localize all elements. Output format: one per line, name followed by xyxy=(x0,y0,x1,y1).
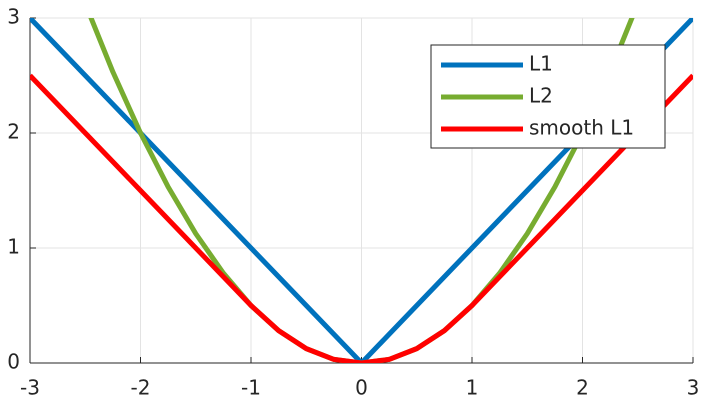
x-tick-label: 3 xyxy=(687,376,700,400)
y-tick-label: 2 xyxy=(7,120,20,144)
legend-label: smooth L1 xyxy=(529,116,634,140)
x-tick-label: 1 xyxy=(466,376,479,400)
y-tick-label: 0 xyxy=(7,350,20,374)
x-tick-label: 2 xyxy=(576,376,589,400)
x-tick-label: -1 xyxy=(241,376,261,400)
y-tick-label: 3 xyxy=(7,5,20,29)
legend-label: L1 xyxy=(529,52,553,76)
line xyxy=(30,73,693,363)
legend-label: L2 xyxy=(529,84,553,108)
y-tick-label: 1 xyxy=(7,235,20,259)
x-tick-label: -3 xyxy=(20,376,40,400)
x-tick-label: -2 xyxy=(131,376,151,400)
x-tick-label: 0 xyxy=(355,376,368,400)
